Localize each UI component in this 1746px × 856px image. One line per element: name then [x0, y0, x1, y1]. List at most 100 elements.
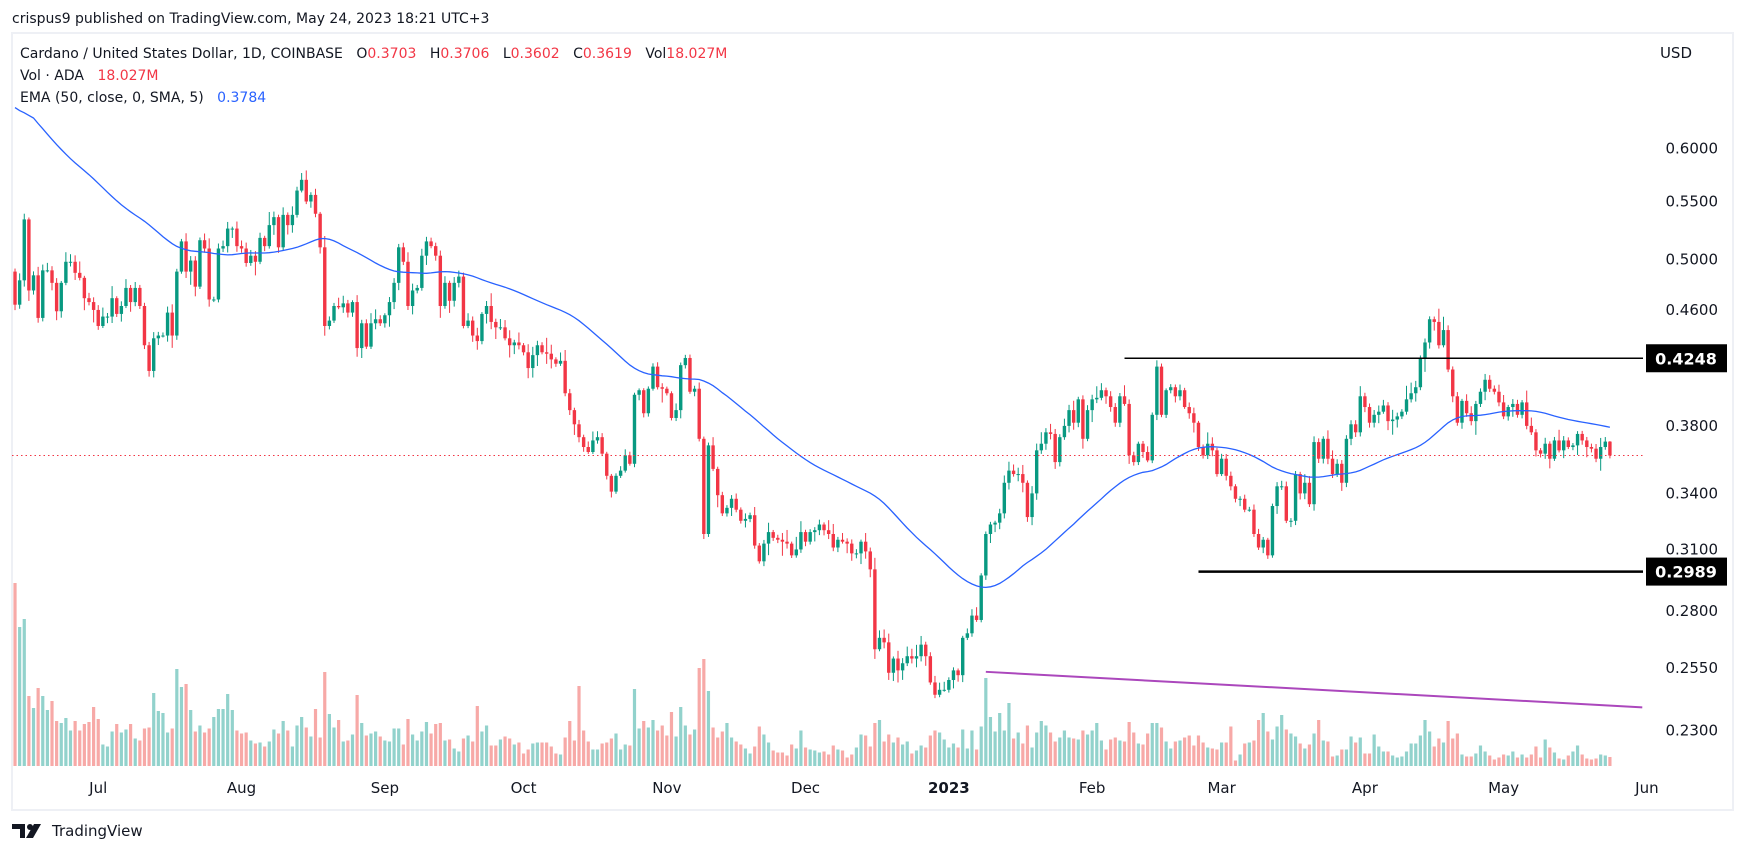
- candle-body: [766, 532, 771, 544]
- candle: [1108, 391, 1113, 412]
- candle-body: [1501, 402, 1506, 417]
- candle-body: [1418, 357, 1423, 388]
- ema-study-title[interactable]: EMA (50, close, 0, SMA, 5): [20, 90, 204, 106]
- candle: [498, 319, 503, 330]
- candle-body: [1432, 319, 1436, 322]
- volume-bar: [951, 743, 956, 766]
- volume-bar: [68, 730, 73, 766]
- candle: [1307, 476, 1312, 507]
- currency-label[interactable]: USD: [1660, 44, 1692, 62]
- volume-bar: [193, 731, 197, 766]
- candle: [850, 539, 854, 561]
- candle-body: [110, 298, 114, 317]
- volume-bar: [692, 729, 697, 766]
- candle-body: [1603, 441, 1607, 448]
- symbol-title[interactable]: Cardano / United States Dollar, 1D, COIN…: [20, 46, 343, 62]
- candle-body: [1377, 411, 1381, 415]
- candle: [1330, 450, 1335, 479]
- candle: [45, 262, 50, 273]
- volume-bar: [1072, 738, 1076, 766]
- footer-brand[interactable]: TradingView: [12, 822, 143, 840]
- candle-body: [244, 248, 248, 263]
- candle: [1390, 409, 1395, 435]
- volume-bar: [300, 717, 304, 766]
- candle: [868, 547, 872, 578]
- volume-bar: [753, 746, 757, 766]
- candle-body: [258, 237, 262, 262]
- time-axis[interactable]: Jul Aug Sep Oct Nov Dec 2023 Feb Mar Apr May Jun: [88, 779, 1658, 797]
- candle: [364, 319, 369, 349]
- candle: [1344, 435, 1349, 488]
- candle: [1400, 409, 1404, 420]
- candle: [799, 521, 803, 553]
- candle-body: [1136, 443, 1141, 463]
- volume-bar: [1293, 736, 1298, 766]
- candle: [202, 233, 207, 253]
- volume-bar: [656, 730, 660, 766]
- candle-body: [327, 320, 332, 326]
- volume-bar: [355, 695, 359, 766]
- volume-bar: [1210, 748, 1214, 766]
- candle-body: [207, 248, 211, 300]
- candle: [928, 652, 933, 685]
- volume-bar: [1529, 754, 1533, 766]
- volume-bar: [674, 736, 678, 766]
- volume-bar: [239, 733, 244, 766]
- volume-bar: [406, 719, 410, 766]
- volume-bar: [679, 707, 683, 766]
- volume-bar: [697, 668, 701, 766]
- volume-bar: [785, 755, 789, 766]
- candle: [1021, 464, 1025, 493]
- candle: [327, 316, 332, 330]
- candle-body: [1515, 403, 1520, 415]
- candle-body: [249, 255, 253, 263]
- volume-bar: [901, 744, 905, 766]
- candle-body: [1534, 432, 1538, 451]
- candle-body: [1007, 470, 1011, 483]
- volume-bar: [1552, 752, 1557, 766]
- volume-bar: [1150, 723, 1154, 766]
- candle: [36, 266, 40, 323]
- candle-body: [563, 360, 567, 394]
- candle-body: [1261, 539, 1265, 548]
- candle-body: [674, 410, 678, 418]
- candle-body: [1145, 452, 1150, 461]
- volume-bar: [1497, 757, 1501, 766]
- volume-bar: [202, 732, 207, 766]
- volume-bar: [1136, 743, 1140, 766]
- candle: [142, 302, 147, 350]
- volume-bar: [1196, 735, 1201, 766]
- volume-trendline[interactable]: [985, 670, 1643, 709]
- volume-bar: [1219, 742, 1224, 766]
- candle: [267, 212, 271, 249]
- time-tick-label: Jul: [88, 779, 107, 797]
- volume-bar: [1303, 748, 1307, 766]
- price-axis[interactable]: USD 0.6000 0.5500 0.5000 0.4600 0.3800 0.3400…: [1660, 44, 1718, 740]
- candle-body: [637, 390, 641, 395]
- candle-body: [577, 424, 581, 438]
- candle-body: [618, 470, 623, 476]
- candle: [748, 512, 752, 523]
- candle-body: [369, 323, 373, 347]
- volume-study-title[interactable]: Vol · ADA: [20, 68, 84, 84]
- candle: [447, 280, 452, 313]
- candle-body: [198, 240, 202, 287]
- candle-body: [78, 272, 82, 278]
- candle: [318, 211, 322, 254]
- candle: [1511, 399, 1515, 417]
- candle: [1598, 437, 1603, 471]
- volume-bar: [383, 740, 387, 766]
- volume-bar: [156, 711, 160, 766]
- candle-body: [230, 228, 234, 230]
- candle: [512, 339, 516, 355]
- candle-body: [974, 615, 979, 620]
- volume-bar: [1391, 755, 1395, 766]
- ema-line[interactable]: [14, 107, 1611, 589]
- candle: [720, 491, 725, 517]
- candle: [1039, 432, 1044, 454]
- candle: [1150, 412, 1154, 464]
- candle: [813, 527, 817, 542]
- volume-bar: [438, 723, 442, 766]
- candle-body: [378, 319, 382, 324]
